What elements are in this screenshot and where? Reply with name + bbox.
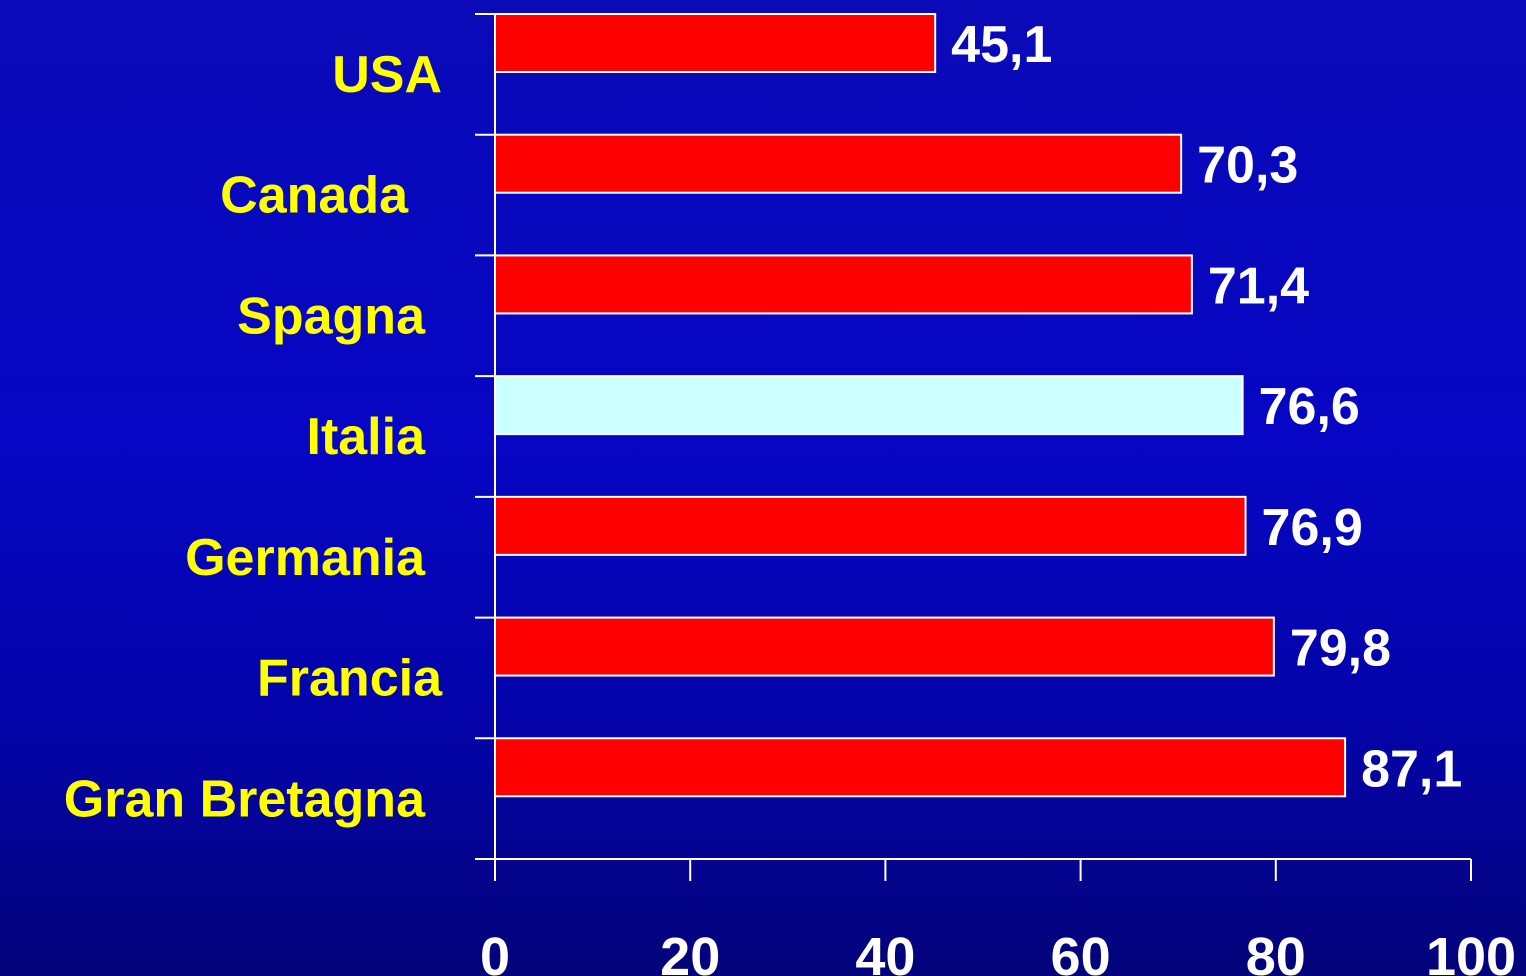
category-label: Germania	[185, 529, 426, 587]
data-label: 71,4	[1208, 257, 1309, 315]
chart-bars	[494, 13, 1347, 798]
category-label: USA	[332, 46, 442, 104]
category-label: Gran Bretagna	[64, 770, 426, 828]
bar	[494, 616, 1275, 677]
category-label: Spagna	[237, 287, 426, 345]
bar	[494, 495, 1247, 556]
data-label: 79,8	[1290, 620, 1391, 678]
data-label: 45,1	[951, 16, 1052, 74]
bar	[494, 737, 1347, 798]
bar	[494, 254, 1193, 315]
chart-labels: 0 20 40 60 80 100 45,1 USA 70,3 Canada 71,4 Spagna 7…	[64, 16, 1516, 976]
data-label: 87,1	[1361, 740, 1462, 798]
data-label: 76,9	[1262, 499, 1363, 557]
x-tick-label: 0	[480, 927, 510, 976]
bar-highlighted	[494, 375, 1244, 436]
bar	[494, 133, 1183, 194]
data-label: 76,6	[1259, 378, 1360, 436]
x-tick-label: 60	[1051, 927, 1111, 976]
x-tick-label: 20	[660, 927, 720, 976]
x-tick-label: 40	[855, 927, 915, 976]
bar	[494, 13, 937, 73]
data-label: 70,3	[1197, 137, 1298, 195]
category-label: Italia	[307, 408, 427, 466]
category-label: Canada	[220, 167, 409, 225]
x-tick-label: 100	[1426, 927, 1516, 976]
category-label: Francia	[257, 650, 443, 708]
x-tick-label: 80	[1246, 927, 1306, 976]
